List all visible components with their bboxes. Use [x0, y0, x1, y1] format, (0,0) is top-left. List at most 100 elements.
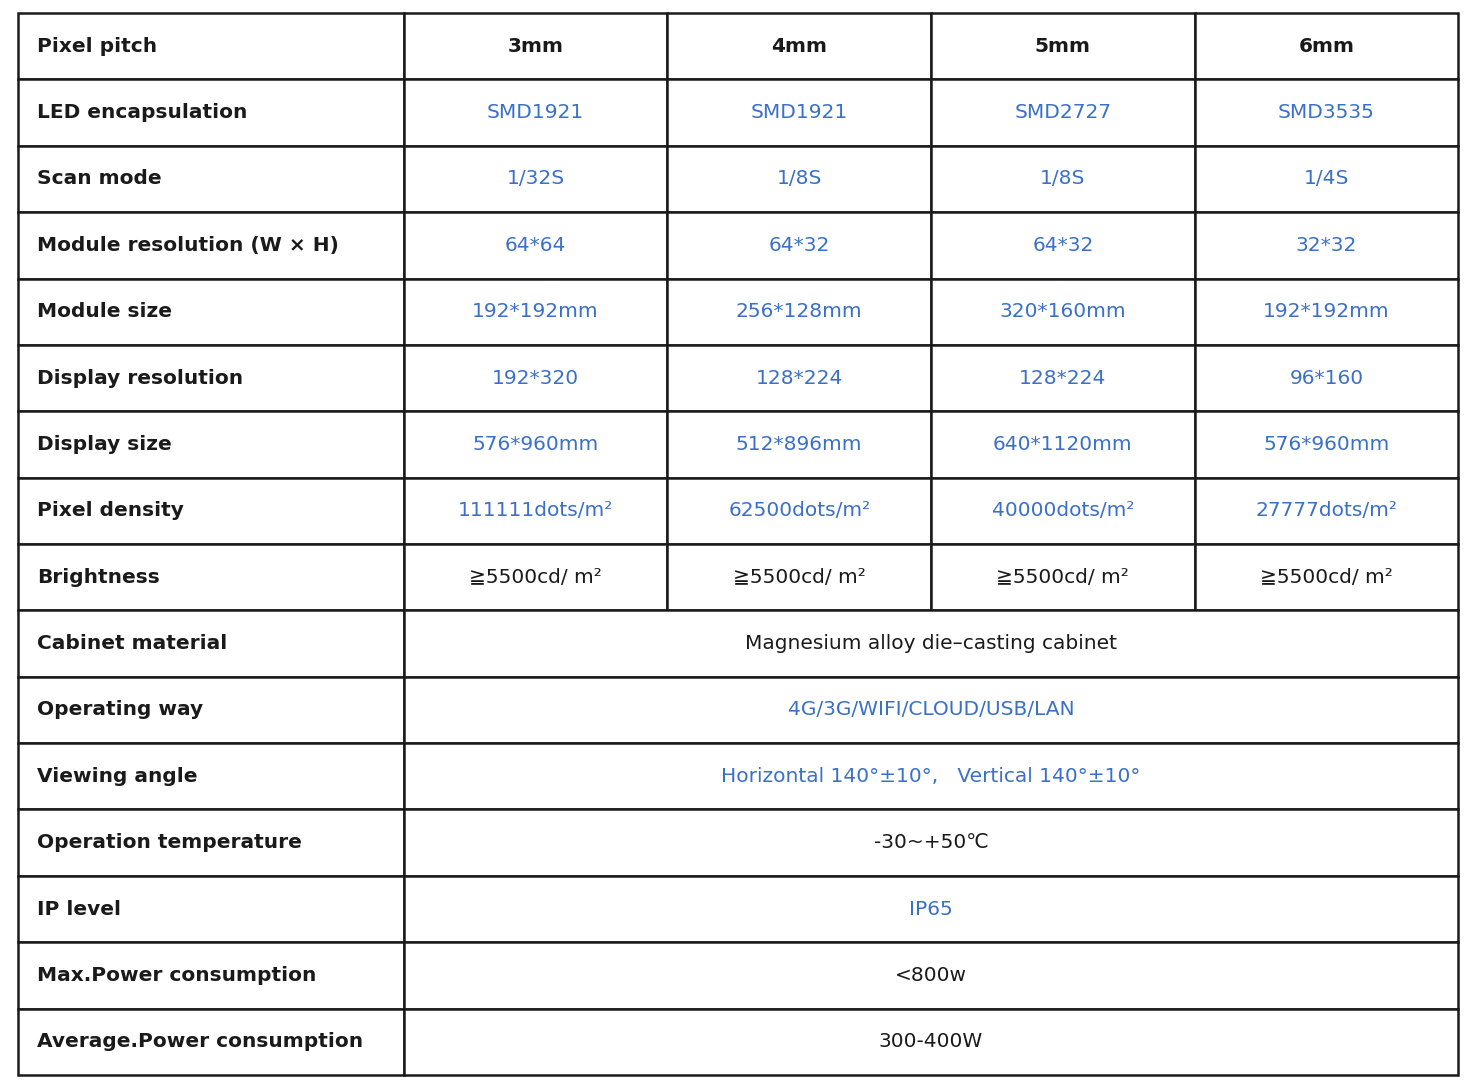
Bar	[404, 876, 1458, 942]
Text: 128*224: 128*224	[1018, 369, 1107, 387]
Bar	[404, 146, 667, 212]
Bar	[667, 212, 931, 279]
Text: 576*960mm: 576*960mm	[1263, 435, 1389, 454]
Text: SMD2727: SMD2727	[1014, 103, 1111, 122]
Text: Module resolution (W × H): Module resolution (W × H)	[37, 236, 339, 255]
Text: Cabinet material: Cabinet material	[37, 634, 227, 653]
Text: Max.Power consumption: Max.Power consumption	[37, 966, 316, 985]
Bar	[404, 13, 667, 79]
Text: 62500dots/m²: 62500dots/m²	[728, 502, 871, 520]
Text: 32*32: 32*32	[1296, 236, 1356, 255]
Text: 6mm: 6mm	[1299, 37, 1355, 55]
Bar	[18, 345, 404, 411]
Text: 320*160mm: 320*160mm	[999, 302, 1126, 321]
Text: Pixel pitch: Pixel pitch	[37, 37, 156, 55]
Text: 96*160: 96*160	[1290, 369, 1364, 387]
Text: Module size: Module size	[37, 302, 171, 321]
Text: 1/4S: 1/4S	[1303, 170, 1349, 188]
Text: 64*32: 64*32	[769, 236, 830, 255]
Bar	[18, 743, 404, 809]
Text: 1/8S: 1/8S	[1041, 170, 1085, 188]
Text: Operation temperature: Operation temperature	[37, 833, 301, 852]
Bar	[931, 212, 1194, 279]
Bar	[18, 1009, 404, 1075]
Bar	[18, 79, 404, 146]
Text: Pixel density: Pixel density	[37, 502, 184, 520]
Bar	[667, 478, 931, 544]
Bar	[667, 279, 931, 345]
Text: ≧5500cd/ m²: ≧5500cd/ m²	[469, 568, 602, 586]
Bar	[404, 743, 1458, 809]
Bar	[18, 279, 404, 345]
Text: 640*1120mm: 640*1120mm	[993, 435, 1132, 454]
Bar	[931, 279, 1194, 345]
Bar	[931, 345, 1194, 411]
Bar	[1194, 146, 1458, 212]
Text: IP65: IP65	[909, 900, 953, 918]
Bar	[1194, 478, 1458, 544]
Text: -30~+50℃: -30~+50℃	[874, 833, 989, 852]
Bar	[931, 146, 1194, 212]
Text: Scan mode: Scan mode	[37, 170, 161, 188]
Bar	[1194, 212, 1458, 279]
Text: 27777dots/m²: 27777dots/m²	[1256, 502, 1398, 520]
Bar	[404, 1009, 1458, 1075]
Bar	[18, 677, 404, 743]
Bar	[18, 876, 404, 942]
Text: 512*896mm: 512*896mm	[737, 435, 862, 454]
Text: ≧5500cd/ m²: ≧5500cd/ m²	[734, 568, 865, 586]
Text: SMD3535: SMD3535	[1278, 103, 1376, 122]
Bar	[667, 79, 931, 146]
Bar	[404, 212, 667, 279]
Bar	[18, 478, 404, 544]
Text: 64*32: 64*32	[1032, 236, 1094, 255]
Bar	[1194, 13, 1458, 79]
Text: 4mm: 4mm	[772, 37, 827, 55]
Text: SMD1921: SMD1921	[487, 103, 584, 122]
Bar	[404, 677, 1458, 743]
Bar	[667, 411, 931, 478]
Bar	[1194, 345, 1458, 411]
Text: 111111dots/m²: 111111dots/m²	[458, 502, 613, 520]
Text: 1/32S: 1/32S	[506, 170, 565, 188]
Bar	[18, 212, 404, 279]
Bar	[404, 478, 667, 544]
Bar	[667, 345, 931, 411]
Text: 40000dots/m²: 40000dots/m²	[992, 502, 1134, 520]
Bar	[931, 411, 1194, 478]
Text: IP level: IP level	[37, 900, 121, 918]
Text: 4G/3G/WIFI/CLOUD/USB/LAN: 4G/3G/WIFI/CLOUD/USB/LAN	[788, 701, 1075, 719]
Text: Display size: Display size	[37, 435, 171, 454]
Bar	[404, 345, 667, 411]
Bar	[18, 13, 404, 79]
Text: LED encapsulation: LED encapsulation	[37, 103, 248, 122]
Bar	[18, 146, 404, 212]
Text: ≧5500cd/ m²: ≧5500cd/ m²	[1261, 568, 1393, 586]
Bar	[667, 13, 931, 79]
Bar	[404, 809, 1458, 876]
Text: 64*64: 64*64	[505, 236, 567, 255]
Text: <800w: <800w	[894, 966, 967, 985]
Text: 192*320: 192*320	[492, 369, 579, 387]
Bar	[931, 544, 1194, 610]
Text: Operating way: Operating way	[37, 701, 204, 719]
Bar	[404, 610, 1458, 677]
Text: Average.Power consumption: Average.Power consumption	[37, 1033, 363, 1051]
Bar	[667, 544, 931, 610]
Bar	[404, 544, 667, 610]
Bar	[931, 478, 1194, 544]
Text: SMD1921: SMD1921	[751, 103, 847, 122]
Bar	[1194, 411, 1458, 478]
Bar	[931, 79, 1194, 146]
Text: 3mm: 3mm	[508, 37, 564, 55]
Text: 128*224: 128*224	[756, 369, 843, 387]
Text: 576*960mm: 576*960mm	[472, 435, 599, 454]
Bar	[18, 809, 404, 876]
Text: 1/8S: 1/8S	[776, 170, 822, 188]
Text: Viewing angle: Viewing angle	[37, 767, 198, 786]
Bar	[18, 610, 404, 677]
Text: 5mm: 5mm	[1035, 37, 1091, 55]
Bar	[667, 146, 931, 212]
Text: 192*192mm: 192*192mm	[472, 302, 599, 321]
Bar	[1194, 279, 1458, 345]
